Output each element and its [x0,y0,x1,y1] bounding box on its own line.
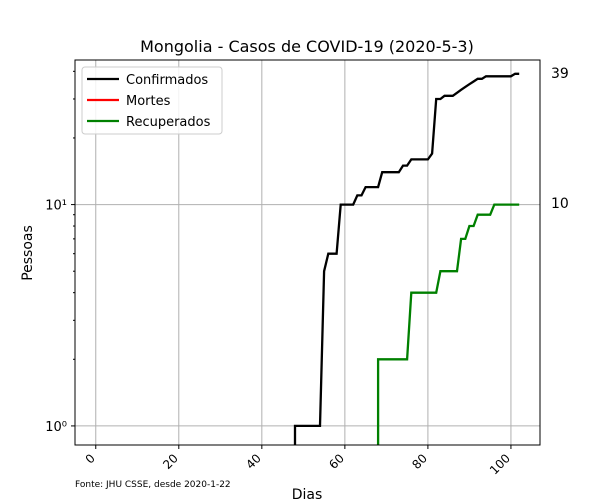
y-axis: 10⁰ 10¹ [45,70,75,435]
y-tick-label: 10¹ [45,199,67,214]
x-axis-label: Dias [292,487,323,500]
y-tick-label: 10⁰ [45,420,67,435]
x-tick-label: 0 [83,451,98,466]
legend-label: Confirmados [126,73,208,88]
x-tick-label: 80 [409,451,430,472]
x-tick-label: 60 [326,451,347,472]
end-label-confirmados: 39 [551,66,569,82]
x-tick-label: 40 [243,451,264,472]
legend-box [81,66,223,135]
plot-frame [74,59,541,446]
x-axis: 0 20 40 60 80 100 [83,445,513,477]
legend: Confirmados Mortes Recuperados [81,66,223,135]
x-tick-label: 20 [160,451,181,472]
chart-title: Mongolia - Casos de COVID-19 (2020-5-3) [140,37,474,56]
legend-label: Recuperados [126,115,211,130]
series-layer [293,72,520,445]
x-tick-label: 100 [487,451,513,477]
series-line-recuperados [376,203,520,445]
source-footnote: Fonte: JHU CSSE, desde 2020-1-22 [75,480,231,490]
y-axis-label: Pessoas [20,225,36,281]
legend-label: Mortes [126,94,171,109]
end-label-recuperados: 10 [551,196,569,212]
series-line-confirmados [293,72,520,445]
